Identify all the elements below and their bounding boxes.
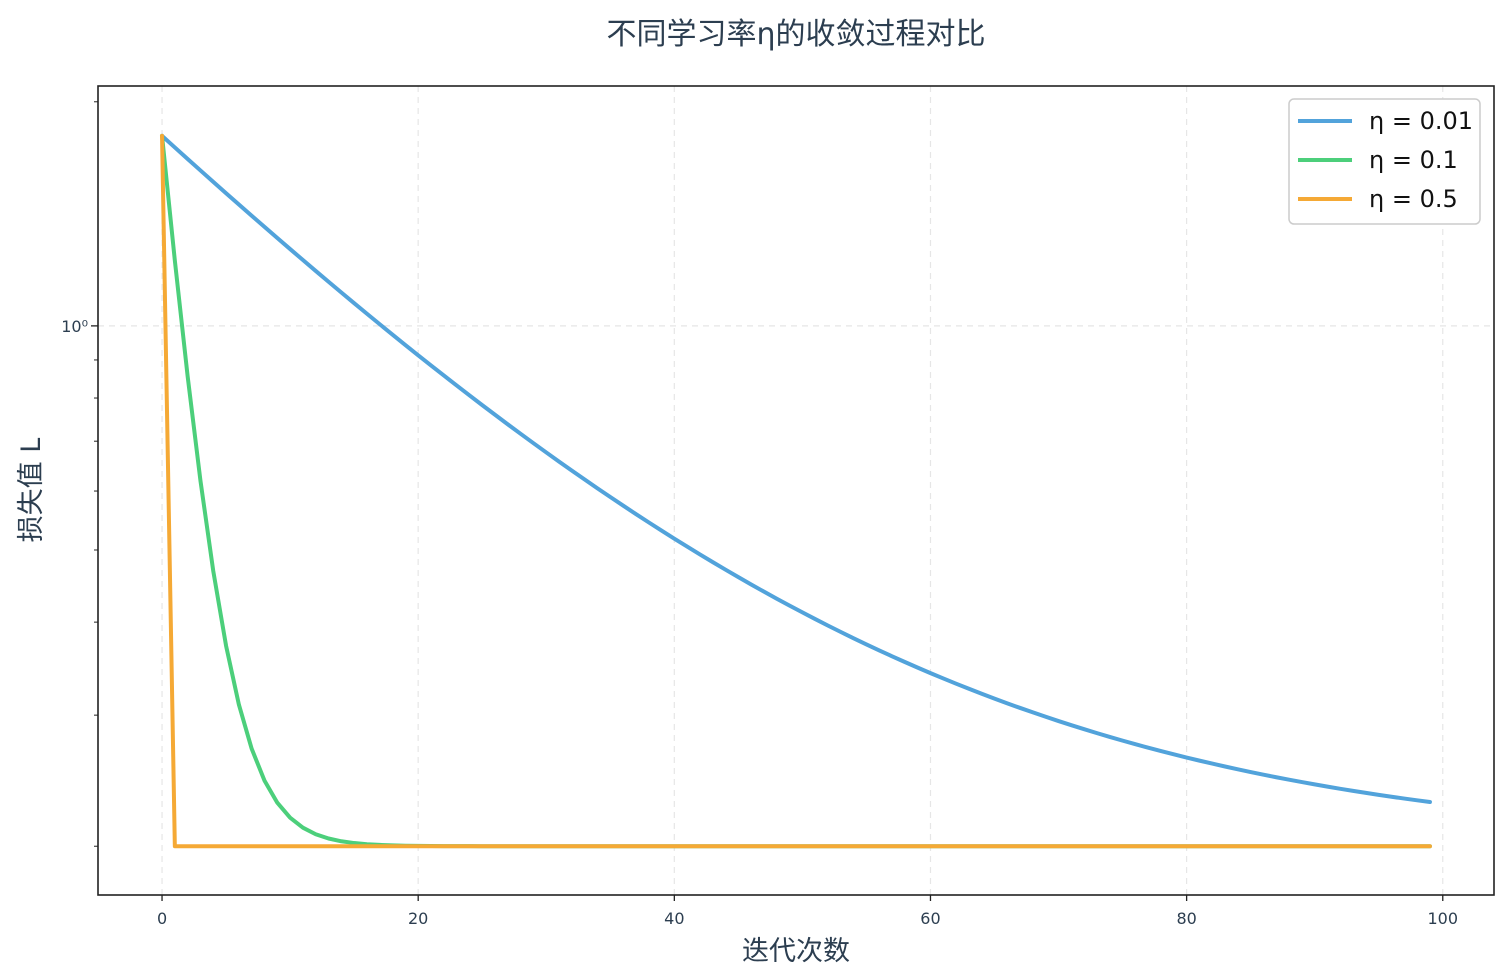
x-axis-label: 迭代次数 <box>742 936 850 967</box>
y-axis-label: 损失值 L <box>16 438 47 543</box>
x-tick-label: 100 <box>1427 909 1458 928</box>
x-tick-label: 20 <box>408 909 428 928</box>
series-line <box>160 133 1432 849</box>
x-tick-label: 80 <box>1176 909 1196 928</box>
y-tick-label: 10⁰ <box>61 317 88 336</box>
series-line <box>160 133 1432 849</box>
chart-title: 不同学习率η的收敛过程对比 <box>606 17 985 52</box>
legend: η = 0.01 η = 0.1 η = 0.5 <box>1288 98 1481 225</box>
legend-entry: η = 0.5 <box>1369 185 1458 213</box>
x-tick-label: 0 <box>157 909 167 928</box>
legend-box <box>1288 98 1481 225</box>
axis-ticks: 0 20 40 60 80 100 10⁰ <box>61 101 1458 928</box>
grid <box>98 86 1494 895</box>
x-tick-label: 60 <box>920 909 940 928</box>
legend-entry: η = 0.1 <box>1369 146 1458 174</box>
legend-entry: η = 0.01 <box>1369 107 1473 135</box>
plot-frame <box>97 85 1495 896</box>
series-lines <box>160 133 1432 849</box>
series-line <box>160 133 1432 805</box>
x-tick-label: 40 <box>664 909 684 928</box>
